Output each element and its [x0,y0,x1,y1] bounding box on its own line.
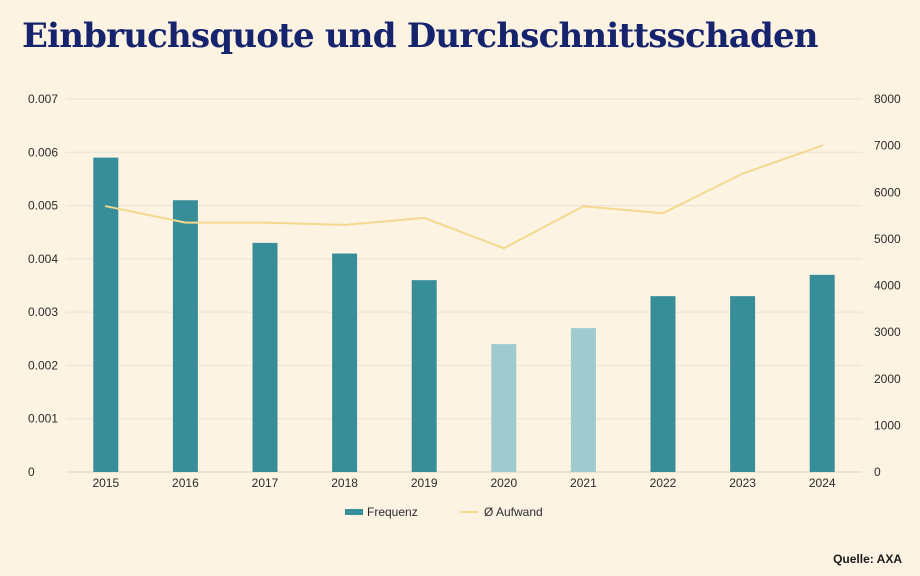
aufwand-point-2016 [184,221,187,224]
aufwand-line-layer [104,144,824,250]
right-axis-tick-label: 2000 [874,372,901,386]
bar-2021 [570,328,596,472]
legend-label-aufwand: Ø Aufwand [484,505,543,519]
x-axis-tick-label: 2021 [570,476,597,490]
chart-title: Einbruchsquote und Durchschnittsschaden [22,16,819,56]
aufwand-line [104,144,824,250]
left-axis-tick-label: 0.006 [28,145,58,159]
left-axis-tick-label: 0.005 [28,199,58,213]
right-axis-tick-label: 7000 [874,139,901,153]
aufwand-point-2024 [821,144,823,147]
aufwand-point-2020 [503,247,505,249]
bar-2015 [93,157,119,472]
gridlines [66,98,862,473]
aufwand-point-2015 [105,205,107,208]
x-axis-tick-label: 2017 [252,476,279,490]
aufwand-point-2021 [582,205,585,208]
legend-swatch-frequenz [345,509,363,515]
bar-2024 [809,274,835,472]
x-axis-tick-label: 2016 [172,476,199,490]
right-axis-tick-label: 6000 [874,185,901,199]
x-axis-tick-label: 2023 [729,476,756,490]
aufwand-point-2019 [423,217,426,219]
aufwand-point-2023 [741,172,744,175]
right-axis-tick-label: 3000 [874,325,901,339]
right-axis-tick-label: 1000 [874,418,901,432]
bar-2020 [491,344,517,472]
bar-2022 [650,296,676,472]
source-note: Quelle: AXA [833,552,902,566]
right-axis-tick-label: 4000 [874,279,901,293]
x-axis-tick-label: 2019 [411,476,438,490]
bar-2016 [172,200,198,472]
right-axis-ticks: 0 1000 2000 3000 4000 5000 6000 7000 8000 [874,92,901,479]
legend-label-frequenz: Frequenz [367,505,418,519]
left-axis-tick-label: 0.002 [28,358,58,372]
left-axis-ticks: 0 0.001 0.002 0.003 0.004 0.005 0.006 0.007 [28,92,58,479]
bar-2017 [252,242,278,472]
left-axis-tick-label: 0.001 [28,412,58,426]
right-axis-tick-label: 0 [874,465,881,479]
left-axis-tick-label: 0.004 [28,252,58,266]
aufwand-point-2017 [264,221,266,224]
right-axis-tick-label: 8000 [874,92,901,106]
left-axis-tick-label: 0.003 [28,305,58,319]
legend: Frequenz Ø Aufwand [345,505,543,519]
left-axis-tick-label: 0.007 [28,92,58,106]
aufwand-point-2018 [343,224,346,226]
x-axis-tick-label: 2020 [490,476,517,490]
aufwand-point-2022 [662,212,664,215]
x-axis-tick-label: 2015 [92,476,119,490]
frequenz-bars [93,157,835,472]
x-axis-tick-label: 2018 [331,476,358,490]
bar-2019 [411,280,437,472]
x-axis-tick-label: 2022 [650,476,677,490]
x-axis-ticks: 2015 2016 2017 2018 2019 2020 2021 2022 2023 2024 [92,476,835,490]
left-axis-tick-label: 0 [28,465,35,479]
right-axis-tick-label: 5000 [874,232,901,246]
x-axis-tick-label: 2024 [809,476,836,490]
bar-2023 [730,296,756,472]
bar-2018 [332,253,358,472]
